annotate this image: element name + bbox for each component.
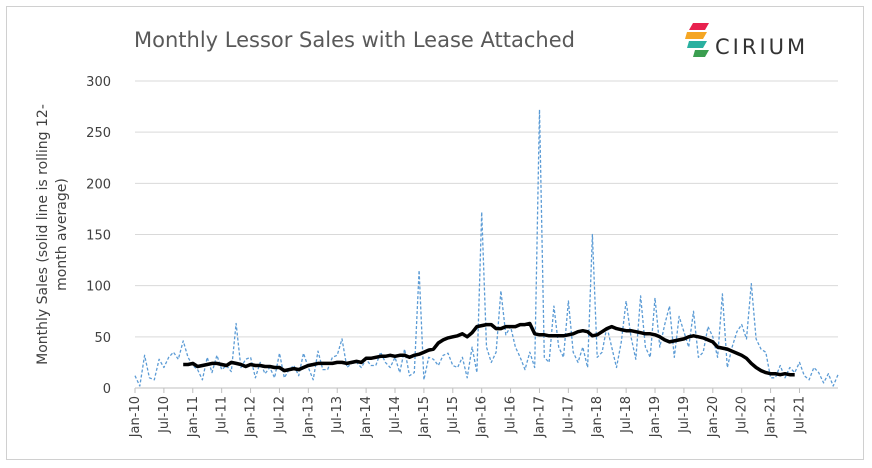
cirium-logo: CIRIUM (685, 23, 808, 59)
x-tick-label: Jan-12 (244, 396, 259, 438)
logo-stripe-teal (687, 41, 707, 48)
logo-stripe-green (693, 50, 709, 57)
x-tick-label: Jul-10 (157, 396, 172, 434)
y-tick-label: 150 (86, 229, 111, 244)
y-tick-label: 50 (94, 331, 111, 346)
x-tick-label: Jul-19 (677, 396, 692, 434)
x-tick-label: Jan-15 (417, 396, 432, 438)
x-tick-label: Jan-21 (764, 396, 779, 438)
x-tick-label: Jan-14 (359, 396, 374, 438)
y-axis-label: Monthly Sales (solid line is rolling 12-… (35, 104, 70, 365)
x-tick-label: Jan-20 (706, 396, 721, 438)
y-ticks: 0 50 100 150 200 250 300 (86, 75, 111, 397)
y-axis-label-line: month average) (54, 178, 70, 291)
x-tick-label: Jan-11 (186, 396, 201, 438)
x-tick-label: Jul-21 (792, 396, 807, 434)
x-tick-label: Jul-16 (504, 396, 519, 434)
x-tick-label: Jan-18 (590, 396, 605, 438)
y-tick-label: 0 (103, 382, 111, 397)
x-ticks: Jan-10 Jul-10 Jan-11 Jul-11 Jan-12 Jul-12 Jan-… (128, 388, 807, 438)
logo-stripe-red (689, 23, 709, 30)
x-tick-label: Jul-12 (272, 396, 287, 434)
x-tick-label: Jan-16 (475, 396, 490, 438)
chart: Monthly Lessor Sales with Lease Attached… (35, 23, 839, 438)
y-tick-label: 200 (86, 177, 111, 192)
x-tick-label: Jan-17 (532, 396, 547, 438)
x-tick-label: Jul-17 (561, 396, 576, 434)
x-tick-label: Jul-18 (619, 396, 634, 434)
y-tick-label: 250 (86, 126, 111, 141)
x-tick-label: Jul-13 (330, 396, 345, 434)
x-tick-label: Jul-14 (388, 396, 403, 434)
y-tick-label: 300 (86, 75, 111, 90)
monthly-sales-line (134, 109, 839, 387)
chart-title: Monthly Lessor Sales with Lease Attached (134, 28, 575, 52)
chart-frame: Monthly Lessor Sales with Lease Attached… (6, 6, 864, 460)
logo-stripe-orange (685, 32, 707, 39)
logo-text: CIRIUM (715, 35, 808, 59)
gridlines (135, 80, 838, 389)
y-axis-label-line: Monthly Sales (solid line is rolling 12- (35, 104, 51, 365)
rolling-average-line (183, 321, 795, 377)
x-tick-label: Jul-11 (215, 396, 230, 434)
y-tick-label: 100 (86, 280, 111, 295)
x-tick-label: Jan-13 (301, 396, 316, 438)
series-layer (134, 109, 839, 387)
x-tick-label: Jul-20 (735, 396, 750, 434)
x-tick-label: Jul-15 (446, 396, 461, 434)
x-tick-label: Jan-19 (648, 396, 663, 438)
x-tick-label: Jan-10 (128, 396, 143, 438)
